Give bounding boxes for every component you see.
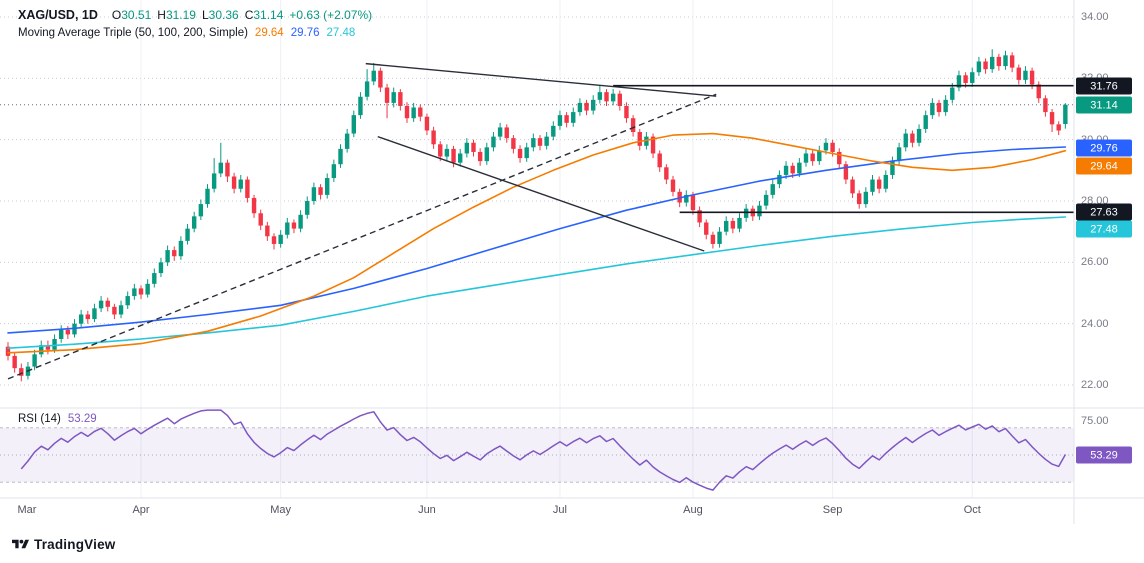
time-axis-label: Mar	[17, 504, 37, 516]
candles-group	[5, 49, 1068, 382]
ohlc-high-label: H	[157, 8, 166, 22]
rsi-line	[20, 409, 1067, 491]
time-axis-label: Aug	[683, 504, 703, 516]
price-label-badge: 31.76	[1076, 77, 1132, 95]
ma50-line	[7, 132, 1067, 354]
time-axis-label: Oct	[963, 504, 981, 516]
price-label-badge: 31.14	[1076, 96, 1132, 114]
ma100-value: 29.76	[290, 27, 320, 39]
time-axis-label: Jun	[418, 504, 436, 516]
time-axis-label: Sep	[822, 504, 843, 516]
trend-line-drawings[interactable]	[7, 62, 1074, 380]
rsi-indicator-title: RSI (14)	[18, 413, 61, 425]
ohlc-open-value: 30.51	[121, 8, 152, 22]
price-axis-tick: 26.00	[1081, 256, 1109, 268]
time-axis-label: May	[270, 504, 292, 516]
symbol-legend-row[interactable]: XAG/USD, 1D O30.51 H31.19 L30.36 C31.14 +0.63…	[18, 8, 372, 22]
price-axis-tick: 34.00	[1081, 11, 1109, 23]
price-axis-tick: 75.00	[1081, 415, 1109, 427]
price-label-badge: 29.76	[1076, 139, 1132, 157]
rsi-indicator-legend-row[interactable]: RSI (14) 53.29	[18, 413, 97, 425]
price-axis-tick: 24.00	[1081, 318, 1109, 330]
ma200-value: 27.48	[326, 27, 356, 39]
change-value: +0.63 (+2.07%)	[289, 8, 373, 22]
price-label-badge: 27.63	[1076, 203, 1132, 221]
rsi-band	[0, 427, 1074, 483]
tradingview-logo[interactable]: TradingView	[12, 537, 115, 552]
grid-lines	[0, 0, 1074, 498]
price-label-badge: 29.64	[1076, 157, 1132, 175]
ohlc-low-value: 30.36	[208, 8, 239, 22]
price-axis-tick: 22.00	[1081, 379, 1109, 391]
price-label-badge: 53.29	[1076, 446, 1132, 464]
price-label-badge: 27.48	[1076, 220, 1132, 238]
rsi-value: 53.29	[67, 413, 97, 425]
ohlc-open-label: O	[111, 8, 122, 22]
ma-indicator-title: Moving Average Triple (50, 100, 200, Sim…	[18, 27, 248, 39]
ma100-line	[7, 146, 1067, 334]
tradingview-logo-icon	[12, 539, 29, 549]
time-axis[interactable]	[0, 498, 1074, 524]
tradingview-logo-text: TradingView	[34, 537, 116, 552]
ma50-value: 29.64	[254, 27, 284, 39]
ohlc-low-label: L	[201, 8, 209, 22]
time-axis-label: Apr	[132, 504, 150, 516]
symbol-title: XAG/USD, 1D	[18, 8, 98, 22]
ohlc-close-value: 31.14	[253, 8, 284, 22]
time-axis-label: Jul	[552, 504, 567, 516]
ma200-line	[7, 216, 1067, 350]
pane-separators	[0, 0, 1144, 524]
ohlc-high-value: 31.19	[165, 8, 196, 22]
ma-indicator-legend-row[interactable]: Moving Average Triple (50, 100, 200, Sim…	[18, 27, 355, 39]
ohlc-close-label: C	[244, 8, 254, 22]
